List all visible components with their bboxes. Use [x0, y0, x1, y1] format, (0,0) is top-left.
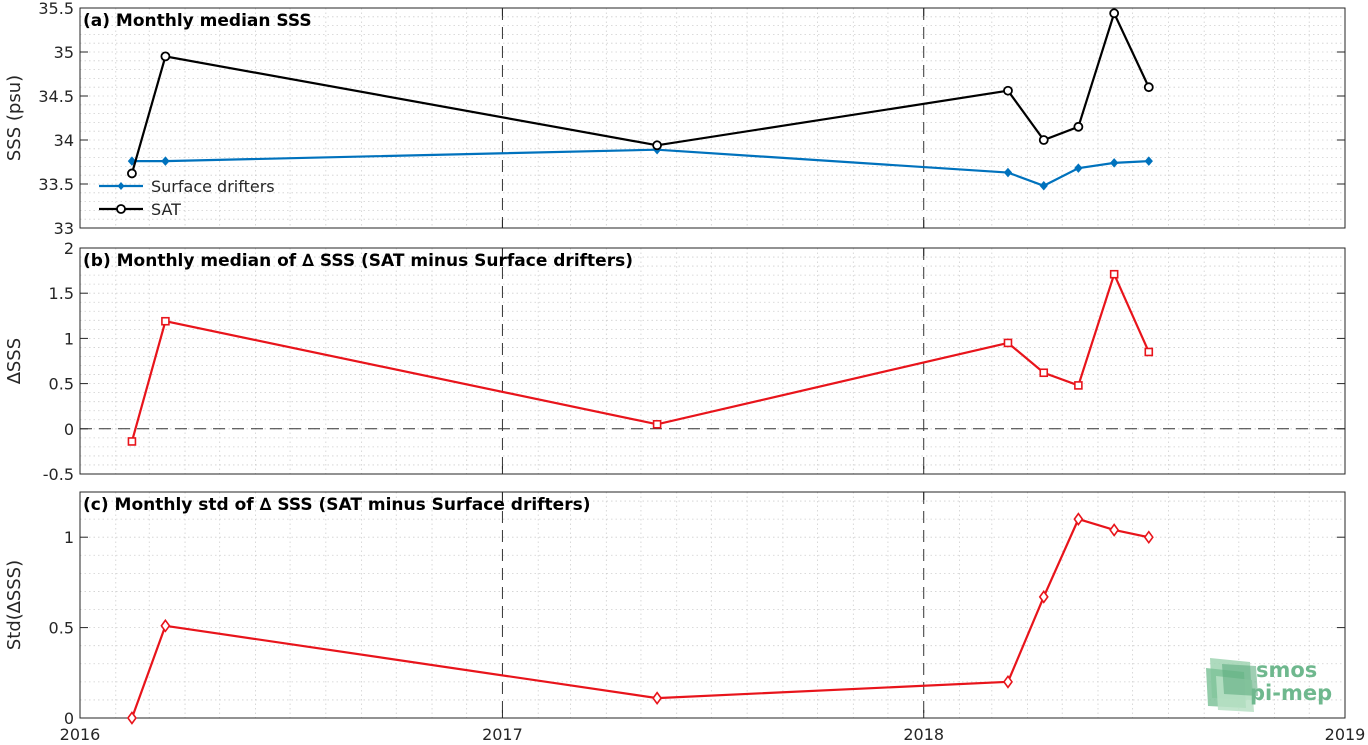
series-line — [130, 517, 1150, 719]
y-tick-label: 34.5 — [38, 87, 74, 106]
y-axis-label: SSS (psu) — [4, 75, 25, 161]
legend-label: Surface drifters — [151, 177, 275, 196]
data-point — [1038, 135, 1049, 145]
series-delta — [127, 269, 1154, 446]
logo-line-2: pi-mep — [1250, 681, 1332, 705]
y-tick-label: 1 — [64, 528, 74, 547]
panel-title: (a) Monthly median SSS — [83, 11, 312, 31]
y-tick-label: 33.5 — [38, 175, 74, 194]
data-point — [1109, 158, 1119, 168]
data-point — [1144, 156, 1153, 166]
y-tick-label: 1.5 — [49, 284, 74, 303]
y-tick-label: 33 — [54, 219, 74, 238]
data-point — [160, 618, 171, 633]
series-delta — [126, 512, 1154, 725]
data-point — [160, 51, 171, 62]
y-tick-label: 1 — [64, 329, 74, 348]
series-line — [131, 148, 1149, 187]
data-point — [1003, 85, 1013, 96]
x-tick-label: 2019 — [1325, 725, 1366, 744]
legend-marker — [117, 182, 125, 190]
panel-2: -0.5 0 0.5 1 1.5 2 ∆SSS (b) Monthly median of ∆… — [4, 239, 1346, 484]
y-tick-label: 35 — [54, 43, 74, 62]
panel-title: (c) Monthly std of ∆ SSS (SAT minus Surf… — [83, 495, 590, 515]
x-tick-label: 2017 — [482, 725, 523, 744]
data-point — [127, 168, 137, 179]
data-point — [1039, 181, 1048, 191]
grid — [80, 492, 1345, 719]
data-point — [1144, 347, 1154, 357]
x-tick-label: 2018 — [903, 725, 944, 744]
data-point — [126, 711, 137, 725]
smos-pi-mep-logo: smos pi-mep — [1206, 658, 1332, 712]
data-point — [1073, 121, 1084, 132]
legend-marker — [116, 204, 126, 214]
data-point — [652, 691, 663, 705]
panel-title: (b) Monthly median of ∆ SSS (SAT minus S… — [83, 251, 633, 271]
data-point — [1143, 530, 1154, 545]
data-point — [1074, 381, 1083, 390]
data-point — [161, 156, 170, 166]
data-point — [1002, 674, 1013, 689]
axes-box — [79, 247, 1346, 475]
data-point — [652, 419, 662, 429]
data-point — [127, 156, 137, 166]
stacked-layers-logo-icon — [1206, 658, 1258, 712]
x-tick-label: 2016 — [60, 725, 101, 744]
data-point — [1003, 167, 1013, 178]
legend: Surface drifters SAT — [99, 177, 275, 219]
chart-panels: 33 33.5 34 34.5 35 35.5 SSS (psu) (a) Monthly m… — [4, 0, 1365, 744]
data-point — [161, 316, 170, 326]
logo-line-1: smos — [1256, 658, 1317, 682]
series-line — [130, 271, 1150, 442]
data-point — [652, 140, 662, 151]
y-tick-label: 0 — [64, 709, 74, 728]
y-tick-label: -0.5 — [43, 465, 74, 484]
series-surface-drifters — [127, 144, 1153, 191]
data-point — [1109, 8, 1120, 19]
y-axis-label: Std(∆SSS) — [4, 560, 25, 650]
grid — [80, 247, 1345, 475]
legend-label: SAT — [151, 200, 181, 219]
data-point — [1143, 82, 1154, 93]
data-point — [1073, 512, 1084, 526]
axes-box — [79, 491, 1346, 719]
data-point — [1039, 368, 1049, 378]
data-point — [1038, 590, 1049, 604]
y-tick-label: 35.5 — [38, 0, 74, 18]
panel-1: 33 33.5 34 34.5 35 35.5 SSS (psu) (a) Monthly m… — [4, 0, 1346, 238]
y-tick-label: 0.5 — [49, 375, 74, 394]
series-line — [130, 10, 1150, 174]
panel-3: 0 0.5 1 2016 2017 2018 2019 Std(∆SSS) (c) Monthl… — [4, 491, 1366, 744]
data-point — [127, 437, 137, 446]
y-tick-label: 0 — [64, 420, 74, 439]
axes-box — [79, 7, 1346, 229]
data-point — [1003, 338, 1013, 348]
data-point — [1074, 163, 1083, 173]
data-point — [1109, 269, 1119, 279]
series-sat — [127, 8, 1154, 179]
y-axis-label: ∆SSS — [4, 338, 25, 385]
data-point — [1109, 523, 1120, 537]
y-tick-label: 0.5 — [49, 619, 74, 638]
y-tick-label: 34 — [54, 131, 74, 150]
y-tick-label: 2 — [64, 239, 74, 258]
